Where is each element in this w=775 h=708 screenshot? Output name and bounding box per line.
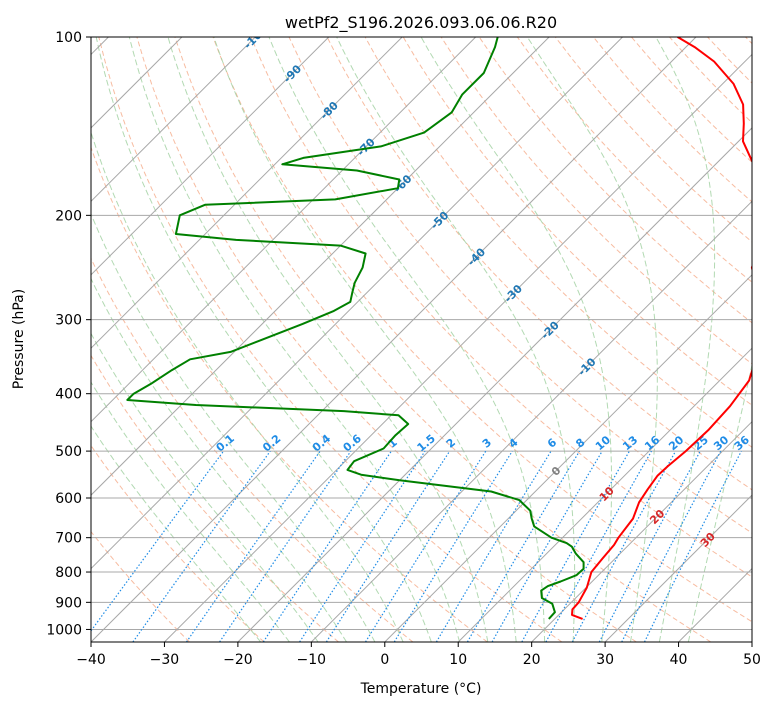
moist-adiabat-line	[91, 425, 262, 642]
dry-adiabat-line	[91, 145, 488, 642]
moist-adiabat-line	[420, 37, 613, 642]
mixing-ratio-line	[262, 450, 392, 642]
dry-adiabat-line	[98, 37, 563, 642]
x-tick-label: 30	[596, 652, 614, 668]
isotherm-line	[91, 37, 477, 423]
isotherm-line	[91, 37, 550, 496]
isotherm-line	[91, 37, 256, 203]
dry-adiabat-line	[212, 37, 752, 623]
y-tick-label: 700	[55, 531, 82, 547]
x-tick-label: 0	[380, 652, 389, 668]
moist-adiabat-line	[655, 37, 716, 642]
y-tick-label: 500	[55, 444, 82, 460]
mixing-ratio-line	[435, 450, 552, 642]
dry-adiabat-line	[478, 37, 752, 324]
moist-adiabats	[91, 37, 752, 642]
mixing-ratio-line	[571, 450, 677, 642]
mixing-ratio-line	[219, 450, 352, 642]
mixing-ratio-line	[364, 450, 487, 642]
y-axis-label: Pressure (hPa)	[11, 289, 27, 389]
x-tick-label: −40	[76, 652, 106, 668]
x-tick-label: 20	[523, 652, 541, 668]
y-tick-label: 400	[55, 387, 82, 403]
isotherm-line	[237, 127, 752, 642]
isotherm-line	[91, 37, 697, 642]
dry-adiabat-line	[91, 354, 339, 642]
mixing-ratio-line	[643, 450, 742, 642]
moist-adiabat-line	[91, 381, 290, 642]
pressure-gridlines	[91, 37, 752, 630]
y-tick-label: 1000	[46, 622, 82, 638]
moist-adiabat-line	[167, 37, 489, 642]
y-tick-label: 300	[55, 313, 82, 329]
isotherm-line	[310, 200, 752, 642]
mixing-ratio-line	[132, 450, 271, 642]
moist-adiabat-line	[91, 277, 348, 642]
isotherm-line	[531, 420, 752, 642]
y-tick-label: 200	[55, 208, 82, 224]
dry-adiabat-line	[402, 37, 752, 406]
mixing-ratio-line	[598, 450, 701, 642]
y-tick-label: 100	[55, 30, 82, 46]
isotherm-line	[164, 53, 752, 642]
moist-adiabat-line	[128, 37, 461, 642]
y-axis: 100 200 300 400 500 600 700 800 900 1000	[46, 30, 91, 638]
moist-adiabat-line	[95, 37, 432, 642]
isotherm-line	[91, 37, 330, 276]
mixing-ratio-lines	[91, 450, 742, 642]
x-axis: −40 −30 −20 −10 0 10 20 30 40 50	[76, 642, 761, 668]
moist-adiabat-line	[526, 37, 658, 642]
mixing-ratio-line	[325, 450, 451, 642]
temperature-profile-line	[571, 37, 752, 620]
dry-adiabat-line	[91, 444, 265, 642]
moist-adiabat-line	[268, 37, 546, 642]
x-tick-label: 10	[449, 652, 467, 668]
mixing-ratio-line	[186, 450, 321, 642]
y-tick-label: 900	[55, 595, 82, 611]
isotherm-line	[91, 37, 623, 570]
dewpoint-profile-line	[126, 37, 585, 620]
moist-adiabat-line	[336, 37, 576, 642]
isotherm-line	[604, 494, 752, 642]
y-tick-label: 600	[55, 491, 82, 507]
mixing-ratio-line	[545, 450, 653, 642]
mixing-ratio-line	[393, 450, 513, 642]
mixing-ratio-line	[299, 450, 426, 642]
mixing-ratio-line	[91, 450, 225, 632]
mixing-ratio-line	[521, 450, 630, 642]
dry-adiabat-line	[326, 37, 752, 491]
plot-frame	[90, 36, 753, 643]
mixing-ratio-line	[621, 450, 722, 642]
x-tick-label: −20	[223, 652, 253, 668]
dry-adiabat-line	[136, 37, 637, 642]
y-tick-label: 800	[55, 565, 82, 581]
isotherm-line	[91, 37, 403, 349]
x-axis-label: Temperature (°C)	[360, 681, 482, 697]
x-tick-label: −10	[297, 652, 327, 668]
isotherm-line	[384, 274, 752, 642]
isotherm-label: 40	[748, 553, 768, 573]
chart-title: wetPf2_S196.2026.093.06.06.R20	[285, 13, 557, 33]
isotherms	[91, 37, 752, 642]
x-tick-label: 50	[743, 652, 761, 668]
moist-adiabat-line	[91, 130, 404, 642]
dry-adiabat-line	[516, 37, 752, 283]
profiles	[126, 37, 752, 620]
dry-adiabat-line	[91, 530, 190, 642]
x-tick-label: −30	[150, 652, 180, 668]
moist-adiabat-line	[91, 212, 376, 642]
x-tick-label: 40	[670, 652, 688, 668]
dry-adiabat-line	[250, 37, 752, 578]
moist-adiabat-line	[213, 37, 517, 642]
